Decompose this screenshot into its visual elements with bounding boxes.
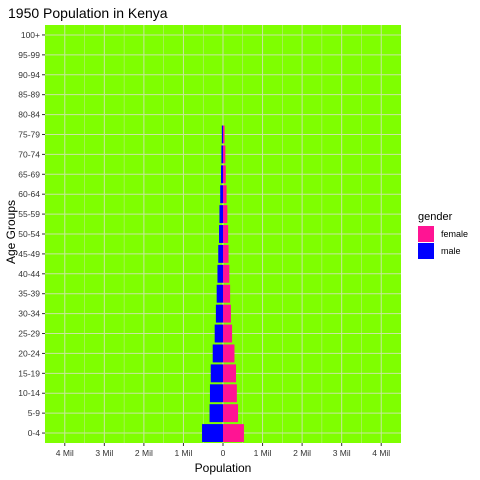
x-tick-label: 0	[221, 448, 226, 458]
bar-male-60-64	[220, 185, 223, 204]
x-tick-label: 1 Mil	[254, 448, 272, 458]
y-tick-label: 45-49	[18, 249, 40, 259]
y-tick-label: 25-29	[18, 329, 40, 339]
y-tick-label: 50-54	[18, 229, 40, 239]
bar-female-50-54	[223, 225, 229, 243]
y-tick-label: 0-4	[28, 428, 41, 438]
y-tick-label: 35-39	[18, 289, 40, 299]
y-tick-label: 80-84	[18, 110, 40, 120]
y-tick-label: 95-99	[18, 50, 40, 60]
y-tick-label: 15-19	[18, 368, 40, 378]
x-tick-label: 4 Mil	[372, 448, 390, 458]
y-tick-label: 85-89	[18, 90, 40, 100]
bar-male-10-14	[209, 384, 223, 403]
bar-male-35-39	[216, 284, 223, 303]
x-axis-ticks: 4 Mil 3 Mil 2 Mil 1 Mil 0 1 Mil 2 Mil 3 Mil 4 Mi…	[56, 443, 390, 458]
y-tick-label: 65-69	[18, 169, 40, 179]
bar-female-10-14	[223, 384, 237, 403]
bar-male-0-4	[202, 424, 223, 443]
bar-female-5-9	[223, 404, 239, 423]
x-tick-label: 2 Mil	[293, 448, 311, 458]
legend-label-female: female	[441, 229, 468, 239]
bar-male-75-79	[221, 125, 223, 144]
y-tick-label: 20-24	[18, 348, 40, 358]
bar-female-40-44	[223, 264, 230, 283]
bar-female-55-59	[223, 205, 228, 224]
y-tick-label: 100+	[21, 30, 40, 40]
bar-female-0-4	[223, 424, 244, 443]
bar-male-20-24	[212, 344, 223, 363]
y-tick-label: 55-59	[18, 209, 40, 219]
bar-female-60-64	[223, 185, 227, 204]
bar-female-20-24	[223, 344, 235, 363]
bar-male-55-59	[219, 205, 223, 224]
x-axis-title: Population	[195, 461, 252, 475]
y-tick-label: 30-34	[18, 309, 40, 319]
y-axis-title: Age Groups	[4, 200, 18, 264]
legend-key-female	[418, 226, 434, 242]
bar-male-5-9	[209, 404, 223, 423]
bar-female-30-34	[223, 304, 231, 323]
bar-male-50-54	[219, 225, 223, 243]
x-tick-label: 1 Mil	[174, 448, 192, 458]
bar-female-45-49	[223, 244, 229, 263]
y-tick-label: 60-64	[18, 189, 40, 199]
legend-title: gender	[418, 211, 453, 223]
y-tick-label: 5-9	[28, 408, 41, 418]
x-tick-label: 3 Mil	[333, 448, 351, 458]
y-tick-label: 75-79	[18, 129, 40, 139]
bar-male-70-74	[221, 145, 223, 164]
y-tick-label: 70-74	[18, 149, 40, 159]
bar-female-35-39	[223, 284, 231, 303]
bar-male-25-29	[214, 324, 223, 343]
x-tick-label: 2 Mil	[135, 448, 153, 458]
bar-female-25-29	[223, 324, 233, 343]
bar-female-65-69	[223, 165, 226, 184]
chart-title: 1950 Population in Kenya	[8, 5, 168, 21]
bar-male-15-19	[210, 364, 223, 383]
bar-male-40-44	[217, 264, 223, 283]
bar-male-30-34	[215, 304, 223, 323]
x-tick-label: 4 Mil	[56, 448, 74, 458]
bar-female-75-79	[223, 125, 225, 144]
bar-female-70-74	[223, 145, 226, 164]
y-axis-ticks: 0-4 5-9 10-14 15-19 20-24 25-29 30-34 35-39 40-4…	[18, 30, 45, 438]
bar-female-15-19	[223, 364, 237, 383]
y-tick-label: 40-44	[18, 269, 40, 279]
bar-male-65-69	[221, 165, 223, 184]
bar-male-45-49	[218, 244, 223, 263]
y-tick-label: 10-14	[18, 388, 40, 398]
legend-key-male	[418, 243, 434, 259]
legend: gender female male	[418, 211, 468, 259]
y-tick-label: 90-94	[18, 70, 40, 80]
x-tick-label: 3 Mil	[95, 448, 113, 458]
bars	[202, 125, 244, 443]
legend-label-male: male	[441, 246, 461, 256]
